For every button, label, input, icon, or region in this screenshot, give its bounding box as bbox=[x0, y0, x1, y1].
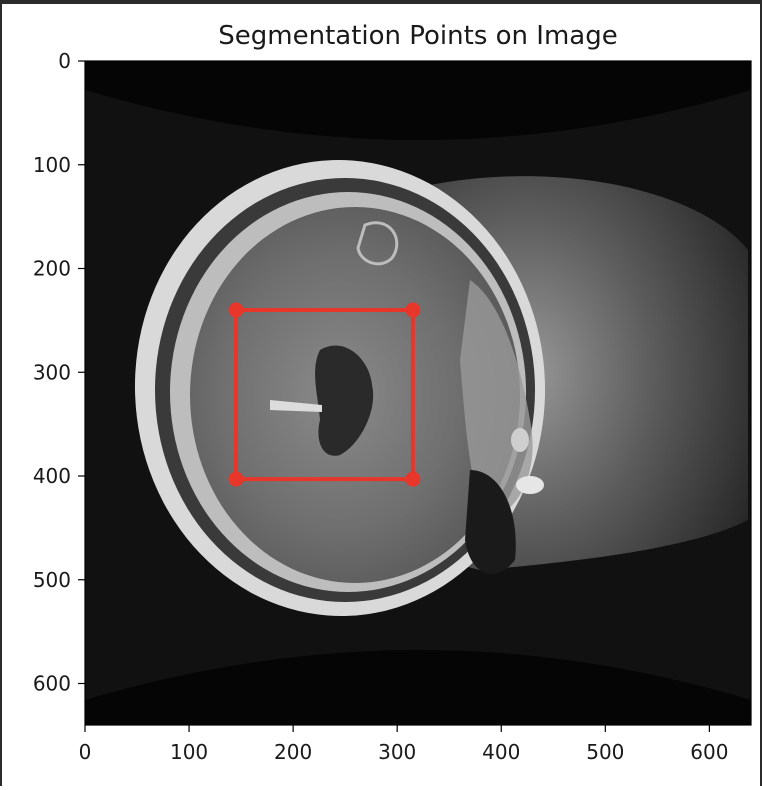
y-tick-label: 100 bbox=[33, 153, 71, 177]
x-tick-label: 300 bbox=[378, 740, 416, 764]
segmentation-point bbox=[405, 302, 421, 318]
y-tick-label: 600 bbox=[33, 672, 71, 696]
x-tick-label: 400 bbox=[482, 740, 520, 764]
segmentation-point bbox=[228, 302, 244, 318]
y-axis: 0 100 200 300 400 500 600 bbox=[33, 49, 85, 696]
chart-title: Segmentation Points on Image bbox=[218, 21, 617, 51]
x-tick-label: 600 bbox=[690, 740, 728, 764]
y-tick-label: 400 bbox=[33, 464, 71, 488]
x-axis: 0 100 200 300 400 500 600 bbox=[79, 725, 728, 764]
segmentation-point bbox=[228, 471, 244, 487]
y-tick-label: 300 bbox=[33, 360, 71, 384]
y-tick-label: 200 bbox=[33, 257, 71, 281]
window-edge-left bbox=[0, 0, 2, 786]
mri-image bbox=[85, 61, 751, 725]
window-edge-right bbox=[760, 0, 762, 786]
y-tick-label: 500 bbox=[33, 568, 71, 592]
window-edge-top bbox=[0, 0, 762, 4]
x-tick-label: 100 bbox=[170, 740, 208, 764]
segmentation-point bbox=[405, 471, 421, 487]
x-tick-label: 200 bbox=[274, 740, 312, 764]
plot-area bbox=[84, 60, 752, 726]
y-tick-label: 0 bbox=[58, 49, 71, 73]
series-layer bbox=[228, 302, 421, 487]
x-tick-label: 500 bbox=[586, 740, 624, 764]
x-tick-label: 0 bbox=[79, 740, 92, 764]
